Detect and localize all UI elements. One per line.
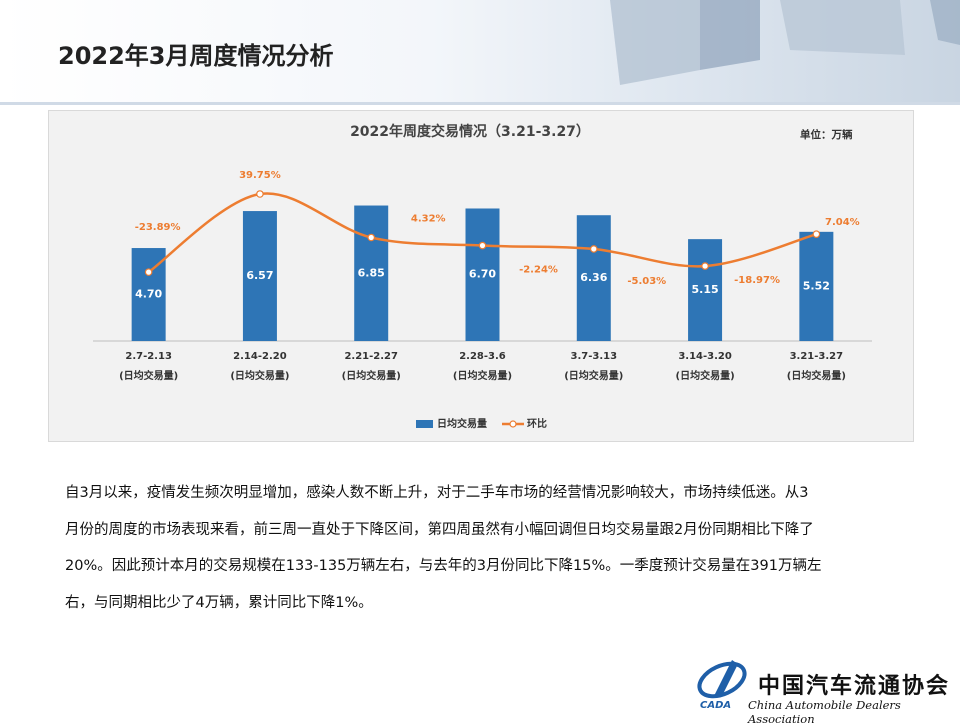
line-value-label: -2.24%	[519, 265, 558, 276]
line-value-label: 7.04%	[825, 217, 860, 228]
paragraph-line: 月份的周度的市场表现来看，前三周一直处于下降区间，第四周虽然有小幅回调但日均交易…	[65, 521, 814, 538]
x-tick-sublabel: (日均交易量)	[342, 369, 401, 382]
x-tick-sublabel: (日均交易量)	[119, 369, 178, 382]
line-point	[144, 268, 153, 276]
chart-title: 2022年周度交易情况（3.21-3.27）	[350, 123, 590, 140]
x-tick-sublabel: (日均交易量)	[564, 369, 623, 382]
bar-value-label: 5.52	[803, 279, 830, 292]
bar	[354, 205, 389, 341]
line-value-label: -5.03%	[627, 276, 666, 287]
line-point	[256, 190, 264, 198]
x-tick-label: 3.14-3.20	[678, 351, 732, 362]
bar-value-label: 5.15	[692, 283, 719, 296]
line-value-label: -23.89%	[135, 222, 181, 233]
slide-title: 2022年3月周度情况分析	[58, 42, 334, 70]
line-value-label: -18.97%	[734, 275, 780, 286]
bar-value-label: 6.36	[580, 271, 607, 284]
bar-value-label: 4.70	[135, 288, 162, 301]
bar	[465, 208, 500, 341]
x-tick-label: 2.14-2.20	[233, 351, 287, 362]
legend-label: 环比	[527, 417, 547, 430]
line-value-label: 39.75%	[239, 170, 281, 181]
line-point	[478, 241, 487, 250]
logo-name-cn: 中国汽车流通协会	[758, 673, 951, 699]
x-tick-sublabel: (日均交易量)	[453, 369, 512, 382]
logo-icon	[697, 660, 747, 699]
logo-name-en: China Automobile Dealers Association	[748, 698, 901, 726]
line-value-label: 4.32%	[411, 213, 446, 224]
x-tick-label: 2.28-3.6	[459, 351, 506, 362]
bar	[576, 215, 611, 341]
bar	[799, 231, 834, 341]
paragraph-line: 右，与同期相比少了4万辆，累计同比下降1%。	[65, 594, 373, 611]
x-tick-label: 3.21-3.27	[790, 351, 844, 362]
x-tick-label: 2.21-2.27	[344, 351, 398, 362]
paragraph-line: 自3月以来，疫情发生频次明显增加，感染人数不断上升，对于二手车市场的经营情况影响…	[65, 485, 809, 501]
legend-label: 日均交易量	[437, 417, 487, 430]
logo-acronym: CADA	[700, 700, 732, 711]
bar-value-label: 6.85	[358, 266, 385, 279]
legend-swatch	[416, 420, 433, 428]
line-point	[589, 245, 598, 253]
line-point	[701, 262, 709, 270]
header-decoration	[0, 0, 960, 105]
x-tick-sublabel: (日均交易量)	[230, 369, 289, 382]
x-tick-sublabel: (日均交易量)	[787, 369, 846, 382]
x-tick-label: 3.7-3.13	[571, 351, 618, 362]
x-tick-label: 2.7-2.13	[125, 351, 172, 362]
paragraph-line: 20%。因此预计本月的交易规模在133-135万辆左右，与去年的3月份同比下降1…	[65, 558, 822, 574]
header-band: 2022年3月周度情况分析	[0, 0, 960, 105]
unit-note: 单位：万辆	[800, 128, 853, 141]
line-point	[367, 233, 376, 242]
legend-swatch-marker	[509, 420, 517, 428]
x-tick-sublabel: (日均交易量)	[676, 369, 735, 382]
line-point	[812, 230, 821, 238]
bar-value-label: 6.70	[469, 268, 496, 281]
bar-value-label: 6.57	[246, 269, 273, 282]
bar	[688, 239, 723, 341]
bar	[242, 211, 277, 341]
